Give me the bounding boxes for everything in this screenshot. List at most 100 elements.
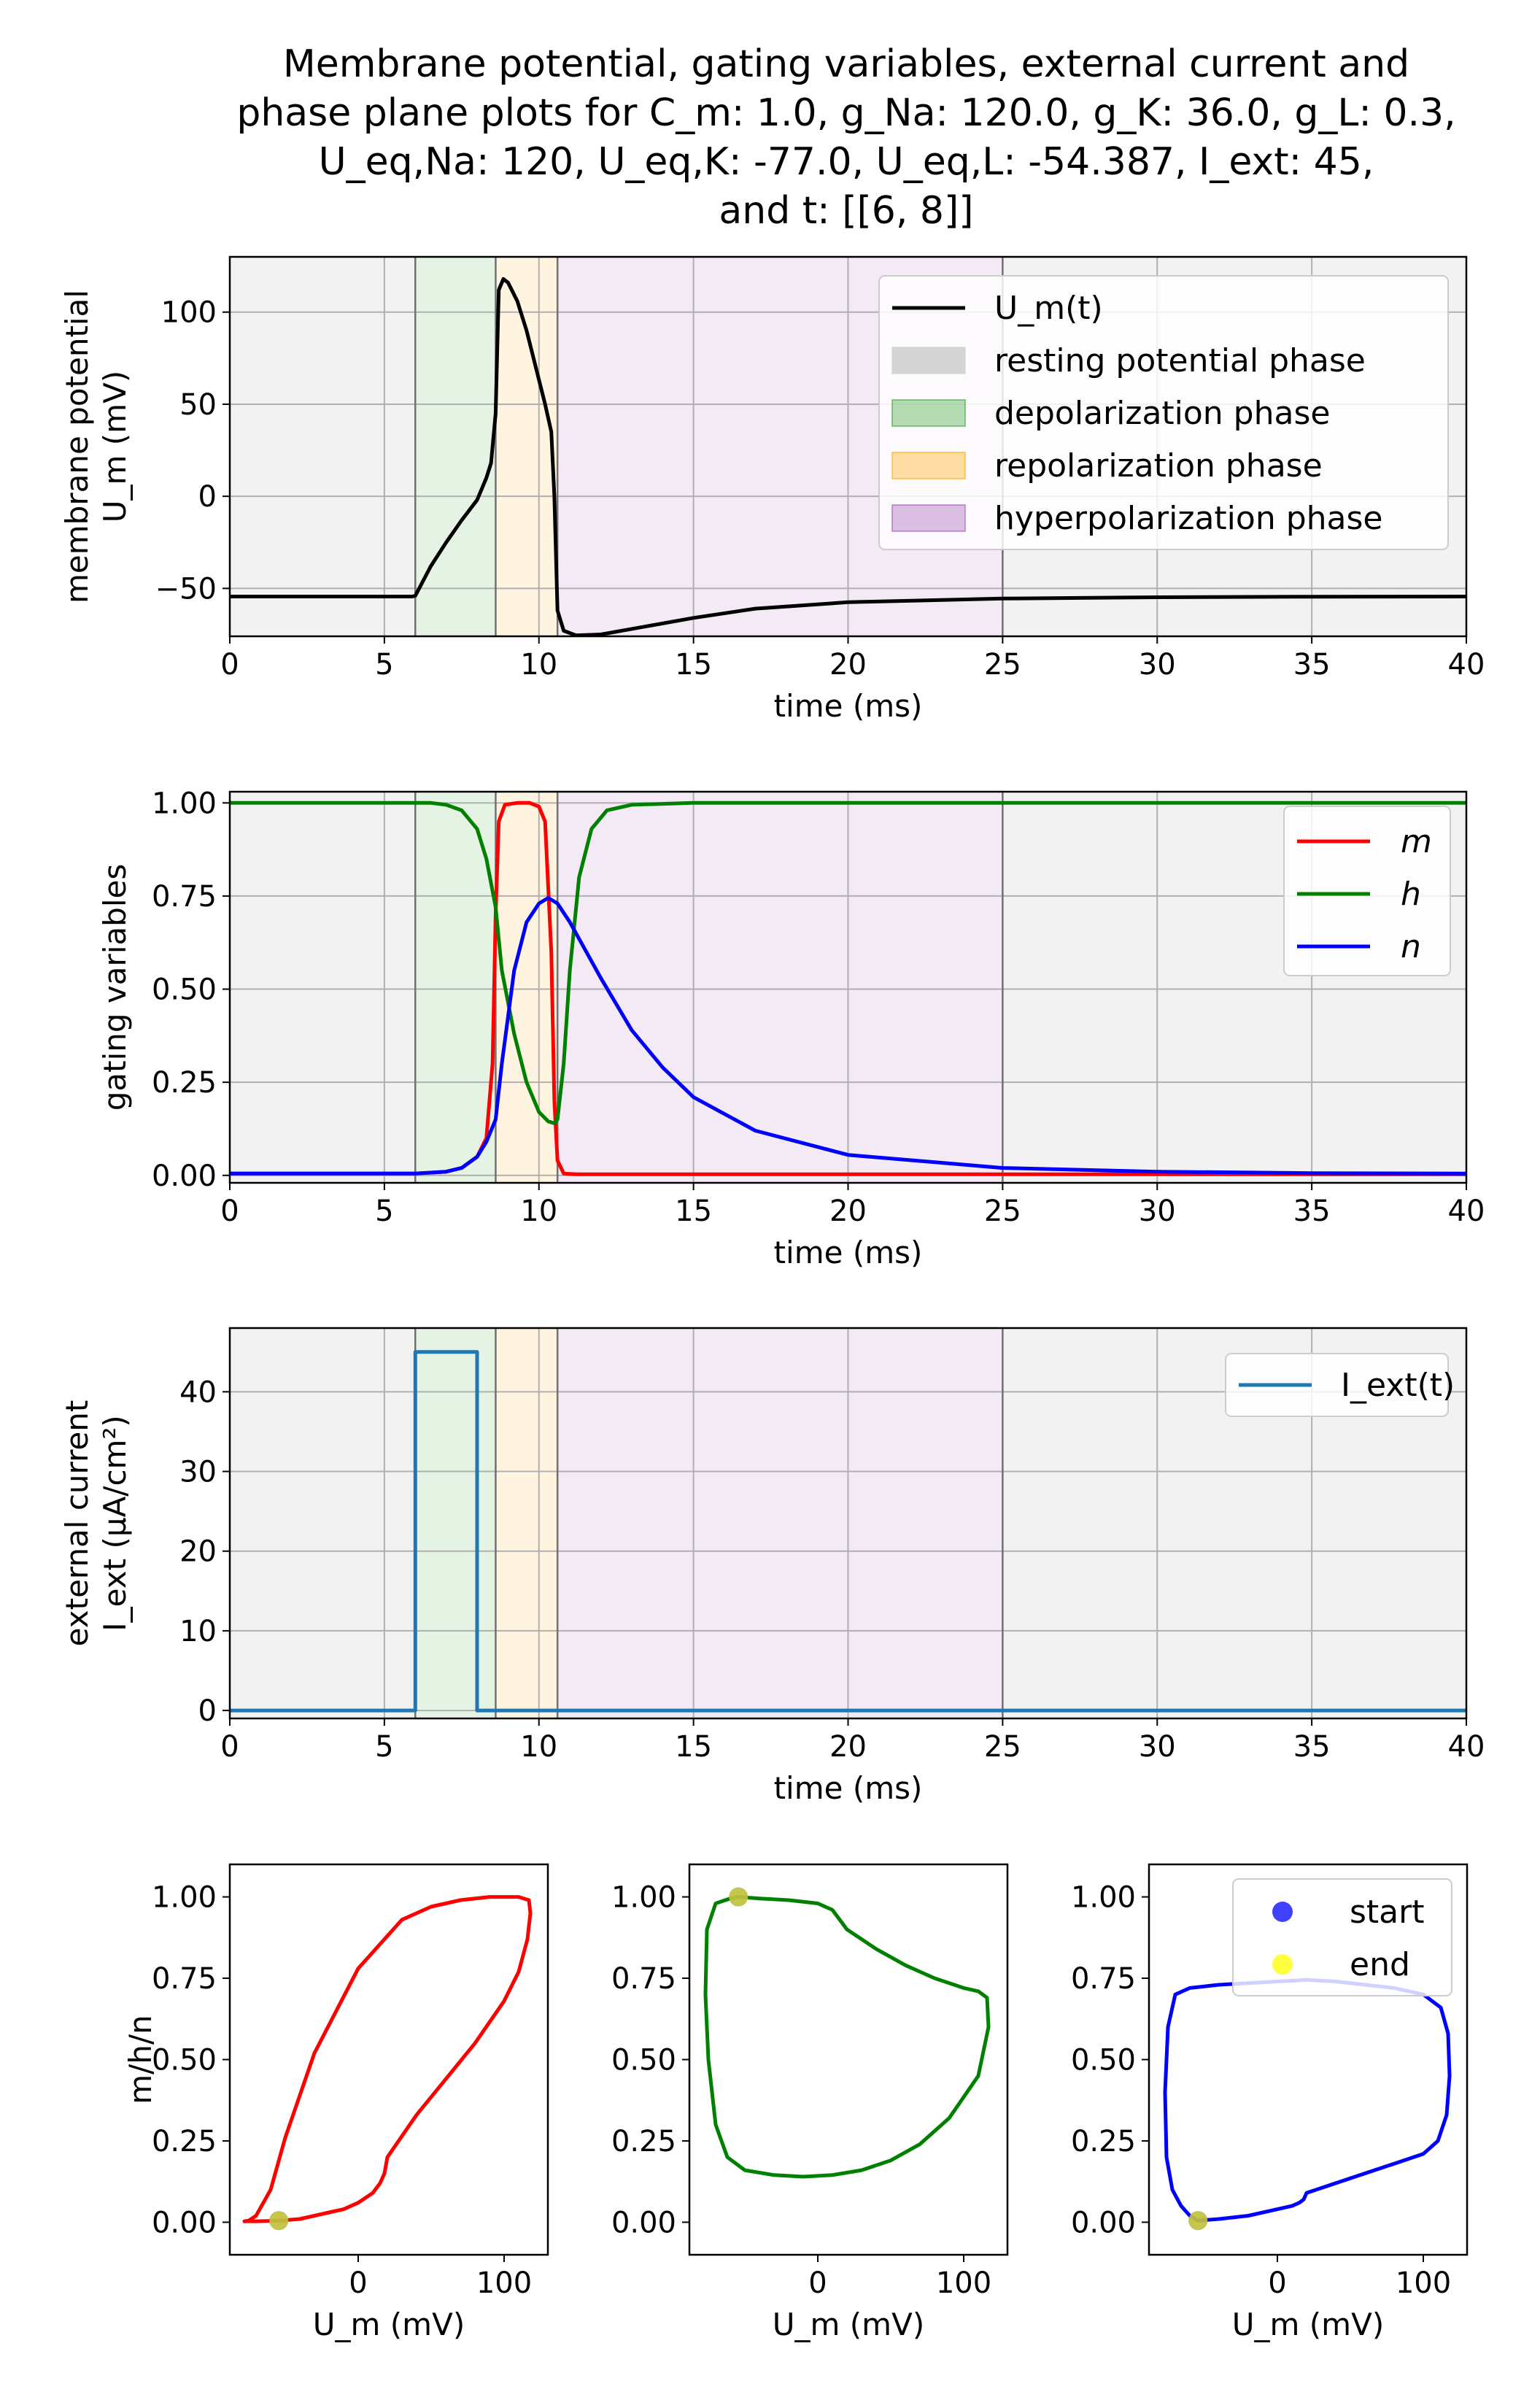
y-tick-label-3: 30: [179, 1456, 217, 1489]
phase-plane-m-plot: 0 100 0.00 0.25 0.50 0.75 1.00 U_m (mV) m/h/n: [123, 1863, 549, 2342]
y-axis-label-1: U_m (mV): [97, 371, 133, 522]
x-axis-label: U_m (mV): [773, 2307, 924, 2342]
x-tick-label-8: 40: [1448, 1730, 1485, 1764]
legend-label-1: end: [1350, 1946, 1410, 1983]
x-tick-label-6: 30: [1139, 1195, 1176, 1228]
x-tick-label-4: 20: [829, 1195, 867, 1228]
legend-box: [878, 275, 1449, 550]
legend-label-3: repolarization phase: [994, 447, 1323, 485]
y-tick-label-0: 0.00: [1071, 2206, 1136, 2239]
x-tick-label-1: 5: [375, 1195, 393, 1228]
x-axis-label: time (ms): [774, 1770, 923, 1806]
series-line-0: [1163, 1977, 1452, 2223]
series-line-0: [242, 1895, 533, 2223]
x-axis-label: time (ms): [774, 688, 923, 724]
legend-label-0: U_m(t): [994, 290, 1103, 327]
series-line-0: [703, 1895, 991, 2179]
x-tick-label-1: 100: [936, 2266, 991, 2300]
x-tick-label-4: 20: [829, 1730, 867, 1764]
phase-span-3: [557, 792, 1003, 1183]
legend-box: [1225, 1353, 1449, 1417]
legend-label-1: resting potential phase: [994, 342, 1366, 379]
y-tick-label-3: 0.75: [1071, 1962, 1136, 1996]
y-axis-label-0: gating variables: [97, 864, 133, 1111]
x-tick-label-8: 40: [1448, 648, 1485, 682]
y-tick-label-4: 40: [179, 1375, 217, 1409]
y-tick-label-1: 0.25: [1071, 2125, 1136, 2158]
x-tick-label-7: 35: [1293, 1730, 1331, 1764]
x-tick-label-1: 5: [375, 648, 393, 682]
title-line-4: and t: [[6, 8]]: [719, 189, 973, 233]
x-tick-label-6: 30: [1139, 648, 1176, 682]
x-tick-label-5: 25: [984, 648, 1021, 682]
legend-label-4: hyperpolarization phase: [994, 500, 1382, 537]
plot-area: [230, 1350, 1466, 1713]
legend-label-1: h: [1401, 876, 1421, 913]
membrane-potential-plot: 0 5 10 15 20 25 30 35 40 −50 0 50 100 time (ms) membra…: [59, 255, 1485, 724]
phase-span-1: [415, 1328, 496, 1718]
y-tick-label-4: 1.00: [152, 1881, 217, 1915]
phase-span-0: [230, 1328, 416, 1718]
legend-swatch-4: [891, 504, 966, 532]
x-tick-label-3: 15: [675, 1195, 712, 1228]
legend-label-2: depolarization phase: [994, 395, 1330, 432]
legend-marker-0: [1272, 1902, 1293, 1922]
y-tick-label-3: 0.75: [611, 1962, 676, 1996]
legend-label-0: m: [1401, 823, 1432, 860]
x-axis-label: U_m (mV): [313, 2307, 465, 2342]
marker-end: [1188, 2211, 1208, 2231]
y-tick-label-2: 50: [179, 388, 217, 422]
series-line-1: [230, 800, 1466, 1125]
title-line-2: phase plane plots for C_m: 1.0, g_Na: 12…: [236, 91, 1455, 135]
x-tick-label-2: 10: [520, 1730, 557, 1764]
legend-label-0: start: [1350, 1894, 1424, 1931]
plot-area: [230, 277, 1466, 636]
x-tick-label-0: 0: [1268, 2266, 1286, 2300]
y-axis-label-1: I_ext (μA/cm²): [97, 1415, 133, 1631]
title-line-3: U_eq,Na: 120, U_eq,K: -77.0, U_eq,L: -54…: [319, 140, 1374, 184]
x-axis-label: time (ms): [774, 1235, 923, 1270]
title-line-1: Membrane potential, gating variables, ex…: [283, 42, 1409, 86]
phase-span-1: [415, 792, 496, 1183]
y-tick-label-1: 0.25: [152, 2125, 217, 2158]
y-tick-label-1: 10: [179, 1615, 217, 1648]
x-tick-label-5: 25: [984, 1730, 1021, 1764]
marker-end: [729, 1887, 748, 1907]
phase-span-2: [495, 1328, 558, 1718]
x-tick-label-2: 10: [520, 648, 557, 682]
y-axis-label-0: membrane potential: [59, 290, 95, 603]
legend-label-0: I_ext(t): [1341, 1367, 1455, 1404]
series-line-0: [230, 277, 1466, 636]
x-tick-label-0: 0: [808, 2266, 827, 2300]
x-tick-label-2: 10: [520, 1195, 557, 1228]
phase-span-1: [415, 257, 496, 636]
series-line-2: [230, 896, 1466, 1176]
x-tick-label-0: 0: [349, 2266, 367, 2300]
phase-plane-n-plot: 0 100 0.00 0.25 0.50 0.75 1.00 U_m (mV) start end: [1071, 1863, 1469, 2342]
x-tick-label-3: 15: [675, 648, 712, 682]
legend-box: [1283, 806, 1451, 976]
y-axis-label-0: m/h/n: [123, 2015, 158, 2104]
y-tick-label-2: 0.50: [152, 2044, 217, 2077]
x-tick-label-4: 20: [829, 648, 867, 682]
x-tick-label-0: 0: [220, 1195, 239, 1228]
x-tick-label-7: 35: [1293, 648, 1331, 682]
marker-end: [269, 2211, 289, 2231]
y-tick-label-0: 0: [198, 1694, 217, 1728]
y-tick-label-1: 0.25: [611, 2125, 676, 2158]
series-line-0: [230, 1350, 1466, 1713]
y-tick-label-3: 0.75: [152, 880, 217, 914]
x-tick-label-1: 100: [1396, 2266, 1451, 2300]
y-tick-label-2: 0.50: [611, 2044, 676, 2077]
x-tick-label-8: 40: [1448, 1195, 1485, 1228]
y-axis-label-0: external current: [59, 1400, 95, 1647]
y-tick-label-2: 0.50: [1071, 2044, 1136, 2077]
y-tick-label-2: 0.50: [152, 973, 217, 1007]
x-tick-label-3: 15: [675, 1730, 712, 1764]
phase-span-3: [557, 1328, 1003, 1718]
axes-frame: [228, 1863, 549, 2256]
plot-area: [242, 1895, 533, 2223]
y-tick-label-1: 0: [198, 480, 217, 514]
y-tick-label-3: 0.75: [152, 1962, 217, 1996]
